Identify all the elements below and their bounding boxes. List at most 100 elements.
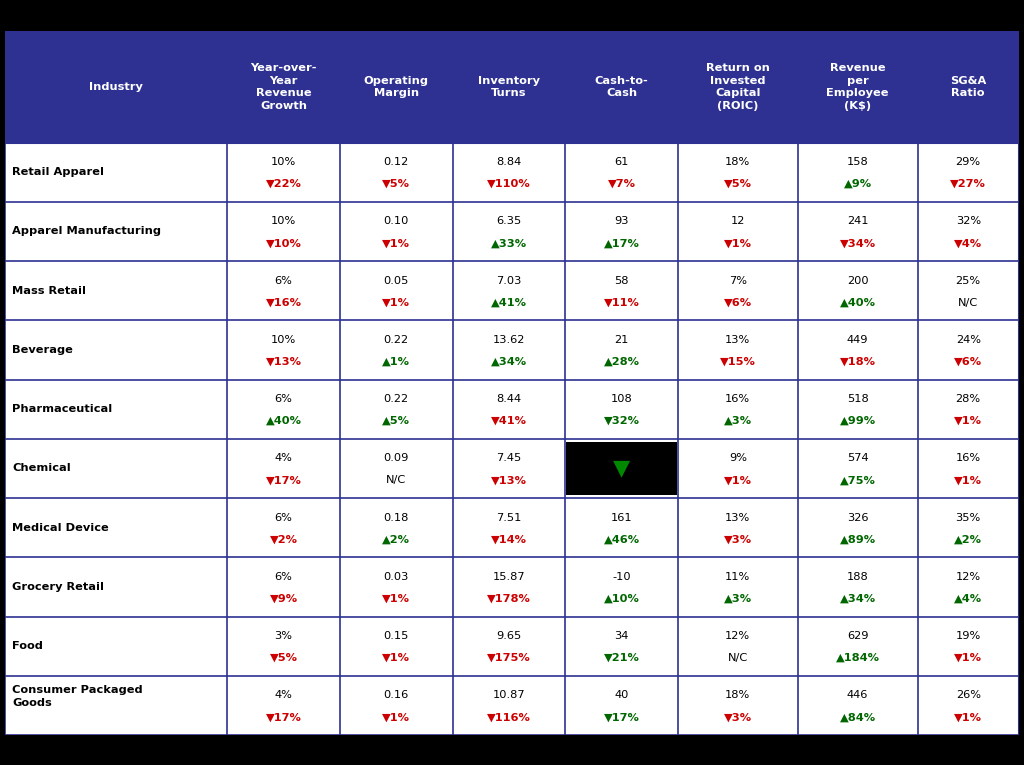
- Text: ▼116%: ▼116%: [487, 712, 530, 722]
- Text: 18%: 18%: [725, 691, 751, 701]
- Text: 0.16: 0.16: [384, 691, 409, 701]
- Text: 12: 12: [730, 216, 745, 226]
- Text: ▼13%: ▼13%: [490, 475, 527, 485]
- Text: 446: 446: [847, 691, 868, 701]
- Text: ▼27%: ▼27%: [950, 179, 986, 189]
- Text: ▼1%: ▼1%: [382, 298, 411, 308]
- Text: 58: 58: [614, 275, 629, 285]
- Text: Consumer Packaged
Goods: Consumer Packaged Goods: [12, 685, 142, 708]
- Text: ▼34%: ▼34%: [840, 239, 876, 249]
- Text: 0.18: 0.18: [384, 513, 409, 522]
- Text: 26%: 26%: [955, 691, 981, 701]
- Text: Chemical: Chemical: [12, 464, 71, 474]
- Text: ▲33%: ▲33%: [490, 239, 527, 249]
- Text: ▲17%: ▲17%: [603, 239, 639, 249]
- Text: ▼110%: ▼110%: [487, 179, 530, 189]
- Text: Return on
Invested
Capital
(ROIC): Return on Invested Capital (ROIC): [706, 63, 770, 111]
- Bar: [227, 31, 340, 142]
- Text: 10%: 10%: [271, 216, 296, 226]
- Text: Operating
Margin: Operating Margin: [364, 76, 429, 98]
- Text: 12%: 12%: [955, 572, 981, 582]
- Text: 108: 108: [610, 394, 633, 404]
- Text: 6%: 6%: [274, 394, 293, 404]
- Text: ▲3%: ▲3%: [724, 416, 752, 426]
- Text: 93: 93: [614, 216, 629, 226]
- Text: ▼1%: ▼1%: [724, 475, 752, 485]
- Text: ▲2%: ▲2%: [382, 535, 411, 545]
- Text: Revenue
per
Employee
(K$): Revenue per Employee (K$): [826, 63, 889, 111]
- Text: 9%: 9%: [729, 454, 746, 464]
- Text: 518: 518: [847, 394, 868, 404]
- Text: 6%: 6%: [274, 572, 293, 582]
- Text: ▼32%: ▼32%: [603, 416, 640, 426]
- Text: 10%: 10%: [271, 157, 296, 167]
- Text: 16%: 16%: [725, 394, 751, 404]
- Text: 4%: 4%: [274, 691, 293, 701]
- Text: 449: 449: [847, 335, 868, 345]
- Text: ▼5%: ▼5%: [724, 179, 752, 189]
- Text: ▲3%: ▲3%: [724, 594, 752, 604]
- Bar: [678, 31, 798, 142]
- Text: Pharmaceutical: Pharmaceutical: [12, 404, 113, 414]
- Text: ▲75%: ▲75%: [840, 475, 876, 485]
- Text: N/C: N/C: [958, 298, 978, 308]
- Text: Retail Apparel: Retail Apparel: [12, 168, 104, 177]
- Text: 200: 200: [847, 275, 868, 285]
- Text: 16%: 16%: [955, 454, 981, 464]
- Text: ▲34%: ▲34%: [490, 356, 527, 367]
- Text: ▼11%: ▼11%: [603, 298, 639, 308]
- Text: ▼5%: ▼5%: [382, 179, 411, 189]
- Text: 158: 158: [847, 157, 868, 167]
- Bar: [565, 31, 678, 142]
- Text: ▲89%: ▲89%: [840, 535, 876, 545]
- Text: 6%: 6%: [274, 513, 293, 522]
- Text: -10: -10: [612, 572, 631, 582]
- Text: 18%: 18%: [725, 157, 751, 167]
- Text: ▼17%: ▼17%: [265, 475, 301, 485]
- Text: ▼17%: ▼17%: [603, 712, 639, 722]
- Text: 40: 40: [614, 691, 629, 701]
- Text: ▼10%: ▼10%: [265, 239, 301, 249]
- Text: ▼3%: ▼3%: [724, 712, 752, 722]
- Text: Source: Supply Chain Insights 2016, Derived from Ycharts; Arrows show percentage: Source: Supply Chain Insights 2016, Deri…: [8, 741, 552, 750]
- Text: Cash-to-
Cash: Cash-to- Cash: [595, 76, 648, 98]
- Text: Apparel Manufacturing: Apparel Manufacturing: [12, 226, 161, 236]
- Text: ▼1%: ▼1%: [382, 594, 411, 604]
- Text: Grocery Retail: Grocery Retail: [12, 582, 104, 592]
- Text: Mass Retail: Mass Retail: [12, 285, 86, 296]
- Text: N/C: N/C: [728, 653, 748, 663]
- Text: 0.22: 0.22: [384, 335, 409, 345]
- Text: Year-over-
Year
Revenue
Growth: Year-over- Year Revenue Growth: [251, 63, 316, 111]
- Text: ▲2%: ▲2%: [954, 535, 982, 545]
- Text: 7.45: 7.45: [497, 454, 521, 464]
- Text: ▲84%: ▲84%: [840, 712, 876, 722]
- Text: 6%: 6%: [274, 275, 293, 285]
- Text: ▼21%: ▼21%: [603, 653, 639, 663]
- Text: 19%: 19%: [955, 631, 981, 641]
- Text: 15.87: 15.87: [493, 572, 525, 582]
- Text: 161: 161: [610, 513, 633, 522]
- Text: 28%: 28%: [955, 394, 981, 404]
- Text: 3%: 3%: [274, 631, 293, 641]
- Bar: [453, 31, 565, 142]
- Bar: [918, 31, 1019, 142]
- Text: ▼41%: ▼41%: [490, 416, 527, 426]
- Text: 629: 629: [847, 631, 868, 641]
- Text: 11%: 11%: [725, 572, 751, 582]
- Text: ▼4%: ▼4%: [954, 239, 982, 249]
- Text: ▼18%: ▼18%: [840, 356, 876, 367]
- Text: ▼7%: ▼7%: [607, 179, 636, 189]
- Text: 241: 241: [847, 216, 868, 226]
- Text: ▲46%: ▲46%: [603, 535, 640, 545]
- Text: ▲40%: ▲40%: [265, 416, 302, 426]
- Text: 10%: 10%: [271, 335, 296, 345]
- Text: ▼17%: ▼17%: [265, 712, 301, 722]
- Text: ▼3%: ▼3%: [724, 535, 752, 545]
- Text: 0.03: 0.03: [384, 572, 409, 582]
- Text: 24%: 24%: [955, 335, 981, 345]
- Text: 0.05: 0.05: [384, 275, 409, 285]
- Text: ▼5%: ▼5%: [269, 653, 298, 663]
- Text: ▲40%: ▲40%: [840, 298, 876, 308]
- Text: ▼1%: ▼1%: [382, 712, 411, 722]
- Text: ▼1%: ▼1%: [954, 475, 982, 485]
